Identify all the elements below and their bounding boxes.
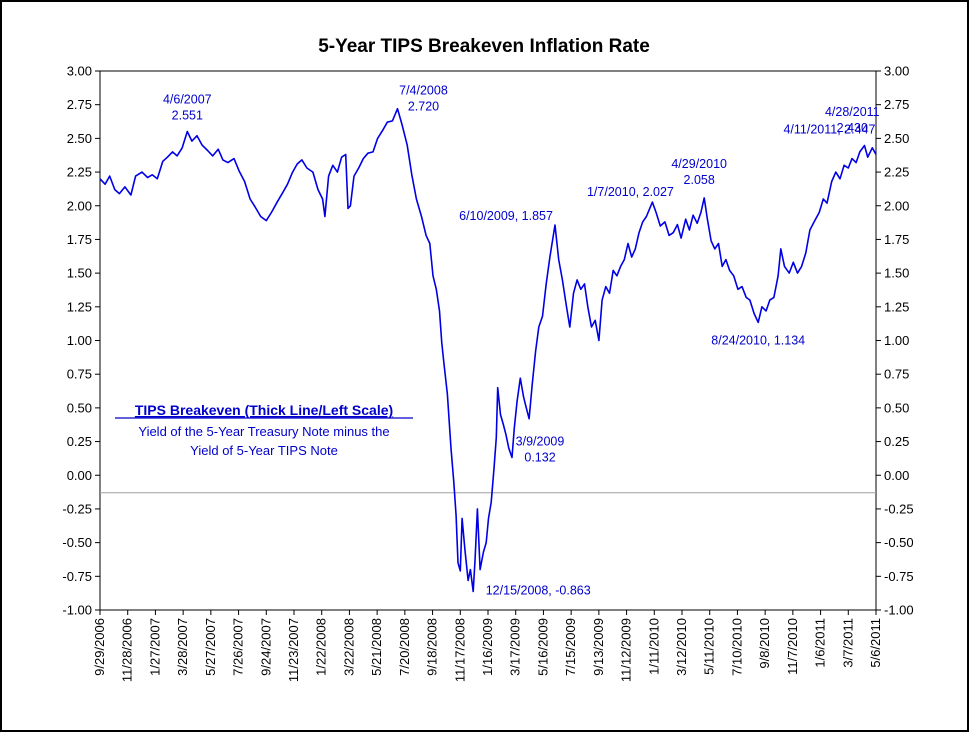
y-tick-label-right: 0.25 <box>884 434 909 449</box>
y-axis-right-labels: 3.00 2.75 2.50 2.25 2.00 1.75 1.50 1.25 1.00 0.75… <box>884 64 914 618</box>
x-tick-label: 7/20/2008 <box>397 618 412 676</box>
y-tick-label-right: 2.75 <box>884 97 909 112</box>
x-tick-label: 7/10/2010 <box>729 618 744 676</box>
annotation-value: 2.551 <box>172 109 203 123</box>
y-tick-label-left: 0.50 <box>67 400 92 415</box>
axis-ticks <box>95 70 881 615</box>
y-axis-left-labels: 3.00 2.75 2.50 2.25 2.00 1.75 1.50 1.25 1.00 0.75… <box>62 64 92 618</box>
x-tick-label: 11/7/2010 <box>785 618 800 675</box>
annotation-label: 7/4/2008 <box>399 84 448 98</box>
x-tick-label: 1/11/2010 <box>646 618 661 675</box>
y-tick-label-left: 2.75 <box>67 97 92 112</box>
x-tick-label: 3/12/2010 <box>674 618 689 676</box>
x-tick-label: 9/8/2010 <box>757 618 772 669</box>
x-tick-label: 11/17/2008 <box>452 618 467 682</box>
x-tick-label: 3/28/2007 <box>175 618 190 676</box>
y-tick-label-left: -0.50 <box>62 535 92 550</box>
y-tick-label-right: 1.25 <box>884 299 909 314</box>
x-tick-label: 9/29/2006 <box>92 618 107 676</box>
x-tick-label: 11/23/2007 <box>286 618 301 682</box>
annotation-label: 8/24/2010, 1.134 <box>711 333 805 347</box>
x-tick-label: 1/6/2011 <box>813 618 828 668</box>
x-tick-label: 7/15/2009 <box>563 618 578 676</box>
x-axis-labels: 9/29/2006 11/28/2006 1/27/2007 3/28/2007 5/2… <box>92 618 883 682</box>
y-tick-label-left: 2.50 <box>67 131 92 146</box>
y-tick-label-right: 1.00 <box>884 333 909 348</box>
annotation-label: 12/15/2008, -0.863 <box>486 584 591 598</box>
x-tick-label: 5/16/2009 <box>535 618 550 676</box>
x-tick-label: 11/12/2009 <box>619 618 634 682</box>
y-tick-label-right: 2.50 <box>884 131 909 146</box>
y-tick-label-left: 1.50 <box>67 266 92 281</box>
annotation-value: 2.430 <box>837 121 868 135</box>
x-tick-label: 11/28/2006 <box>120 618 135 682</box>
y-tick-label-right: 0.00 <box>884 468 909 483</box>
x-tick-label: 5/21/2008 <box>369 618 384 676</box>
annotation-label: 4/11/2011, 2.447 <box>783 123 875 137</box>
y-tick-label-left: -0.25 <box>62 501 92 516</box>
y-tick-label-right: 0.75 <box>884 367 909 382</box>
annotation-label: 1/7/2010, 2.027 <box>587 185 674 199</box>
y-tick-label-right: 3.00 <box>884 64 909 79</box>
y-tick-label-left: 0.75 <box>67 367 92 382</box>
y-tick-label-left: 1.75 <box>67 232 92 247</box>
x-tick-label: 3/17/2009 <box>508 618 523 676</box>
legend: TIPS Breakeven (Thick Line/Left Scale) Y… <box>115 402 413 458</box>
y-tick-label-right: -0.50 <box>884 535 914 550</box>
x-tick-label: 5/6/2011 <box>868 618 883 668</box>
legend-title: TIPS Breakeven (Thick Line/Left Scale) <box>135 402 393 418</box>
y-tick-label-left: 1.00 <box>67 333 92 348</box>
annotations: 4/6/2007 2.551 7/4/2008 2.720 6/10/2009, 1.8… <box>163 84 880 598</box>
y-tick-label-right: -1.00 <box>884 603 914 618</box>
y-tick-label-right: 1.50 <box>884 266 909 281</box>
y-tick-label-left: -0.75 <box>62 569 92 584</box>
x-tick-label: 5/11/2010 <box>702 618 717 675</box>
annotation-value: 0.132 <box>524 450 555 464</box>
annotation-label: 4/28/2011 <box>825 105 880 119</box>
x-tick-label: 1/22/2008 <box>314 618 329 676</box>
y-tick-label-left: 3.00 <box>67 64 92 79</box>
annotation-value: 2.720 <box>408 100 439 114</box>
y-tick-label-right: 2.25 <box>884 165 909 180</box>
x-tick-label: 3/7/2011 <box>840 618 855 668</box>
chart-title: 5-Year TIPS Breakeven Inflation Rate <box>318 36 650 57</box>
y-tick-label-right: 2.00 <box>884 198 909 213</box>
annotation-value: 2.058 <box>684 173 715 187</box>
y-tick-label-left: 2.00 <box>67 198 92 213</box>
legend-desc-line1: Yield of the 5-Year Treasury Note minus … <box>138 424 389 439</box>
annotation-label: 4/29/2010 <box>671 157 727 171</box>
annotation-label: 6/10/2009, 1.857 <box>459 209 553 223</box>
y-tick-label-left: 2.25 <box>67 165 92 180</box>
annotation-label: 4/6/2007 <box>163 93 212 107</box>
y-tick-label-left: 0.00 <box>67 468 92 483</box>
x-tick-label: 5/27/2007 <box>203 618 218 676</box>
y-tick-label-left: -1.00 <box>62 603 92 618</box>
x-tick-label: 7/26/2007 <box>231 618 246 676</box>
legend-desc-line2: Yield of 5-Year TIPS Note <box>190 443 338 458</box>
x-tick-label: 9/13/2009 <box>591 618 606 676</box>
y-tick-label-left: 0.25 <box>67 434 92 449</box>
x-tick-label: 3/22/2008 <box>341 618 356 676</box>
annotation-label: 3/9/2009 <box>516 434 565 448</box>
y-tick-label-left: 1.25 <box>67 299 92 314</box>
y-tick-label-right: -0.75 <box>884 569 914 584</box>
x-tick-label: 9/24/2007 <box>258 618 273 676</box>
series-line-tips-breakeven <box>99 107 877 593</box>
x-tick-label: 9/18/2008 <box>425 618 440 676</box>
y-tick-label-right: 0.50 <box>884 400 909 415</box>
x-tick-label: 1/27/2007 <box>147 618 162 676</box>
y-tick-label-right: 1.75 <box>884 232 909 247</box>
y-tick-label-right: -0.25 <box>884 501 914 516</box>
x-tick-label: 1/16/2009 <box>480 618 495 676</box>
